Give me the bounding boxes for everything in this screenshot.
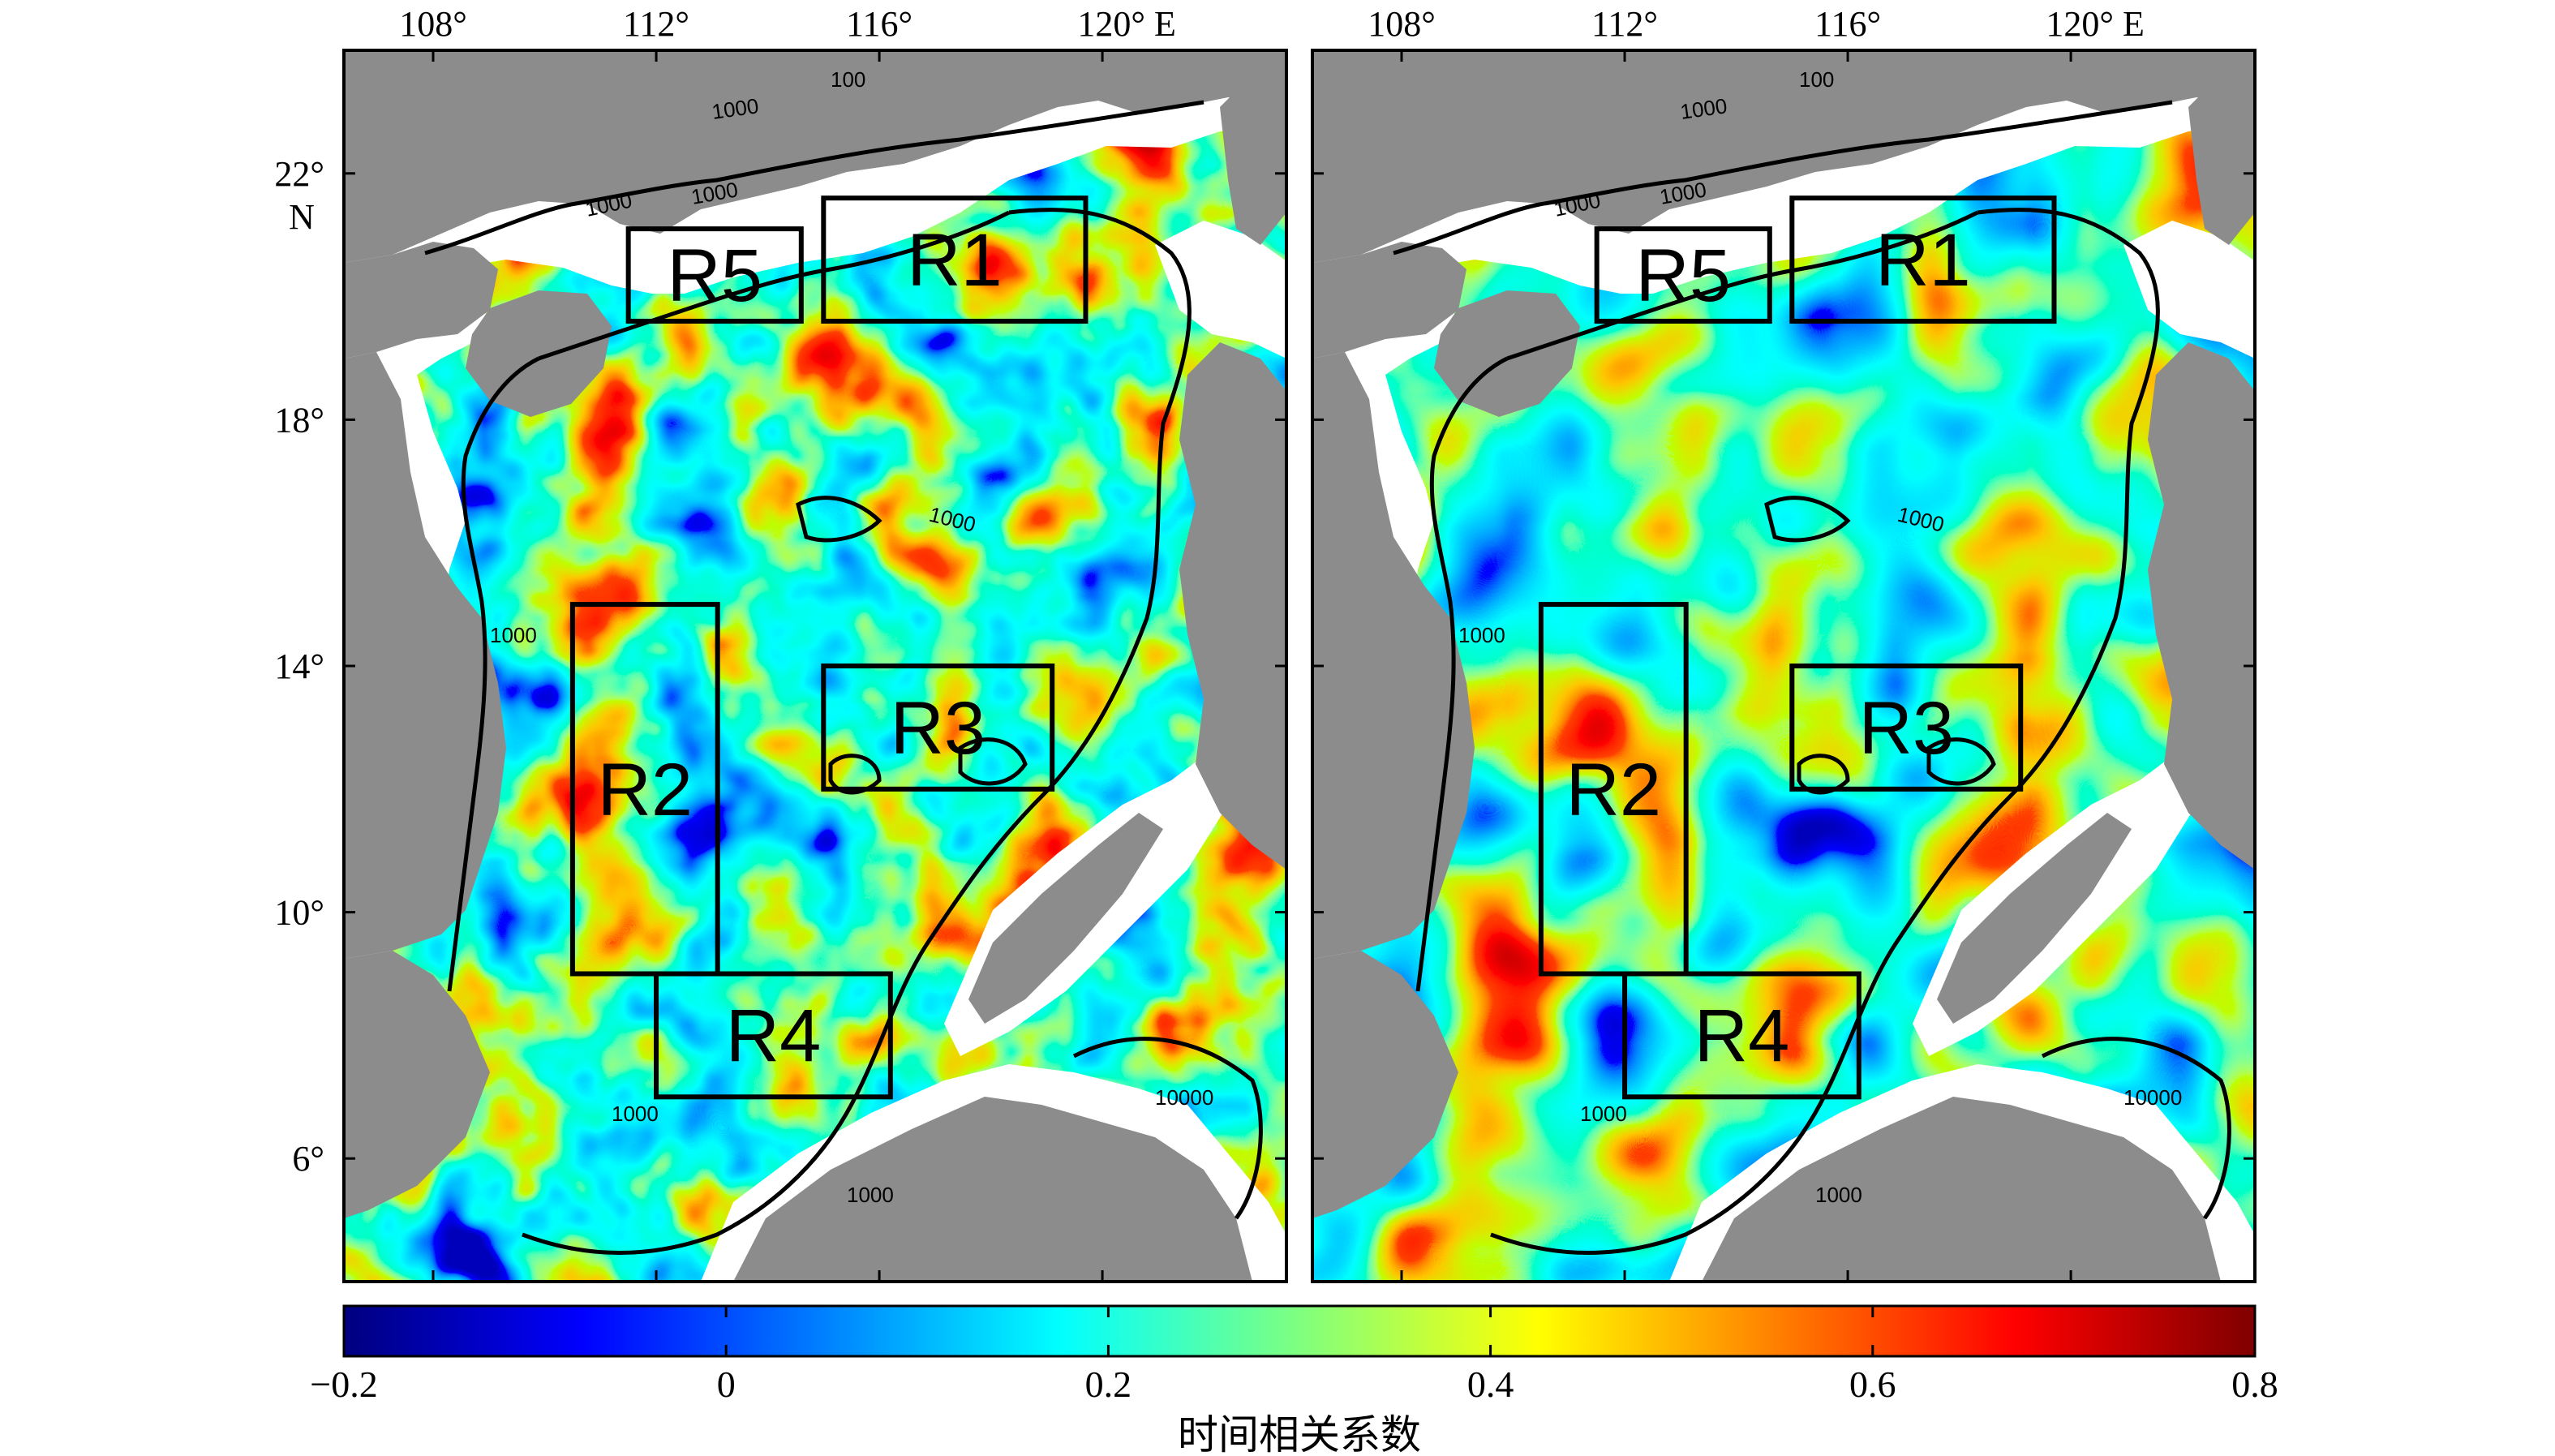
axis-ticks-right (1312, 50, 2255, 1282)
colorbar-tick-label: 0.4 (1467, 1364, 1514, 1405)
longitude-tick-label: 112° (1591, 4, 1658, 44)
colorbar: −0.2 0 0.2 0.4 0.6 0.8 时间相关系数 (310, 1304, 2278, 1456)
latitude-tick-label: 6° (292, 1139, 324, 1179)
region-label-r1: R1 (1875, 219, 1971, 302)
region-label-r4: R4 (726, 994, 822, 1077)
region-boxes-left: R1 R2 R3 R4 R5 (569, 195, 1089, 1100)
longitude-tick-label: 116° (846, 4, 912, 44)
isobath-label: 10000 (2123, 1085, 2182, 1110)
longitude-tick-label: 120° E (2046, 4, 2144, 44)
region-box-r4 (654, 971, 893, 1100)
isobath-label: 10000 (1155, 1085, 1213, 1110)
isobath-label: 100 (1799, 67, 1834, 92)
region-box-r3 (1789, 664, 2024, 792)
latitude-tick-label: 14° (274, 646, 324, 686)
region-label-r5: R5 (667, 234, 762, 317)
isobath-label: 1000 (1458, 623, 1505, 647)
isobath-label: 1000 (612, 1102, 659, 1126)
region-box-r1 (1789, 195, 2057, 324)
longitude-tick-label: 116° (1814, 4, 1881, 44)
longitude-tick-label: 108° (399, 4, 467, 44)
axis-ticks-left (344, 50, 1286, 1282)
region-box-r5 (625, 226, 804, 324)
longitude-tick-label: 120° E (1077, 4, 1175, 44)
region-box-r4 (1622, 971, 1862, 1100)
region-box-r1 (821, 195, 1089, 324)
longitude-tick-label: 112° (623, 4, 689, 44)
longitude-labels: 108° 112° 116° 120° E 108° 112° 116° 120° E (399, 4, 2145, 44)
colorbar-tick-label: −0.2 (310, 1364, 377, 1405)
colorbar-tick-label: 0.6 (1849, 1364, 1896, 1405)
region-label-r5: R5 (1635, 234, 1731, 317)
latitude-unit-label: N (289, 197, 315, 237)
isobath-label: 1000 (1580, 1102, 1627, 1126)
region-label-r2: R2 (1565, 749, 1661, 831)
region-label-r3: R3 (1858, 687, 1954, 770)
latitude-tick-label: 18° (274, 400, 324, 440)
colorbar-bar (342, 1304, 2257, 1358)
latitude-labels: 22° 18° 14° 10° 6° (274, 154, 324, 1179)
colorbar-title: 时间相关系数 (1178, 1411, 1421, 1456)
region-box-r2 (1538, 602, 1689, 977)
region-box-r3 (821, 664, 1055, 792)
isobath-label: 1000 (490, 623, 537, 647)
region-box-r5 (1594, 226, 1772, 324)
isobath-label: 1000 (1815, 1183, 1862, 1207)
isobath-label: 1000 (847, 1183, 894, 1207)
region-boxes-right: R1 R2 R3 R4 R5 (1538, 195, 2057, 1100)
region-box-r2 (569, 602, 720, 977)
longitude-tick-label: 108° (1368, 4, 1436, 44)
region-label-r1: R1 (907, 219, 1003, 302)
isobath-label: 100 (831, 67, 865, 92)
region-label-r3: R3 (890, 687, 986, 770)
colorbar-tick-label: 0.8 (2231, 1364, 2278, 1405)
latitude-tick-label: 22° (274, 154, 324, 194)
latitude-tick-label: 10° (274, 893, 324, 933)
region-label-r2: R2 (597, 749, 693, 831)
region-label-r4: R4 (1694, 994, 1790, 1077)
colorbar-tick-label: 0 (717, 1364, 736, 1405)
colorbar-tick-label: 0.2 (1085, 1364, 1132, 1405)
colorbar-ticks: −0.2 0 0.2 0.4 0.6 0.8 (310, 1306, 2278, 1405)
